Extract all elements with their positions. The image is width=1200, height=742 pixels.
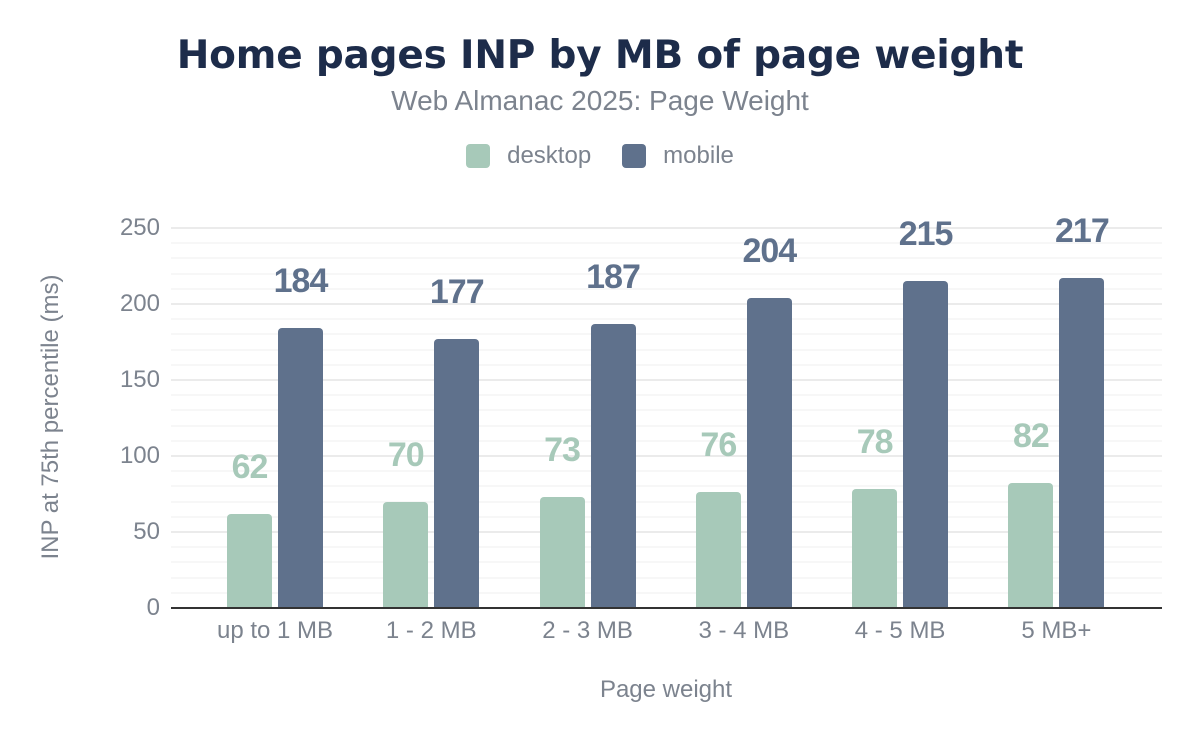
bar-value-label-mobile: 217	[1055, 212, 1110, 251]
gridline-minor	[171, 318, 1162, 321]
bar-desktop[interactable]	[1008, 483, 1054, 607]
gridline-minor	[171, 485, 1162, 488]
bar-desktop[interactable]	[227, 513, 272, 607]
gridline-minor	[171, 500, 1162, 503]
legend-label-desktop: desktop	[507, 142, 592, 169]
bar-mobile[interactable]	[278, 328, 323, 607]
bar-desktop[interactable]	[852, 489, 898, 607]
bar-desktop[interactable]	[383, 501, 429, 607]
gridline-minor	[171, 257, 1162, 260]
bar-value-label-desktop: 62	[231, 447, 269, 486]
gridline-minor	[171, 363, 1162, 366]
gridline-major	[171, 379, 1162, 381]
legend-label-mobile: mobile	[663, 142, 734, 169]
x-tick-label: 3 - 4 MB	[698, 617, 790, 644]
bar-value-label-mobile: 215	[898, 215, 954, 254]
bar-value-label-mobile: 184	[273, 262, 329, 301]
gridline-minor	[171, 409, 1162, 412]
y-tick-label: 100	[119, 442, 160, 469]
y-tick-label: 250	[119, 214, 160, 241]
legend-item-desktop[interactable]: desktop	[466, 144, 591, 168]
bar-value-label-desktop: 76	[700, 426, 737, 465]
gridline-minor	[171, 591, 1162, 594]
gridline-minor	[171, 515, 1162, 518]
gridline-major	[171, 303, 1162, 305]
legend-item-mobile[interactable]: mobile	[622, 144, 734, 168]
x-tick-label: up to 1 MB	[216, 617, 334, 644]
gridline-minor	[171, 546, 1162, 549]
gridline-minor	[171, 424, 1162, 427]
bar-mobile[interactable]	[434, 338, 480, 607]
bar-value-label-desktop: 82	[1012, 417, 1050, 456]
chart-title: Home pages INP by MB of page weight	[176, 33, 1024, 78]
bar-mobile[interactable]	[746, 297, 792, 607]
bar-value-label-desktop: 78	[856, 423, 894, 462]
x-tick-label: 4 - 5 MB	[854, 617, 946, 644]
gridline-major	[171, 455, 1162, 457]
x-tick-label: 1 - 2 MB	[385, 617, 477, 644]
x-tick-label: 5 MB+	[1021, 617, 1092, 644]
gridline-major	[171, 531, 1162, 533]
bar-mobile[interactable]	[1059, 278, 1105, 607]
legend: desktop mobile	[0, 144, 1200, 168]
bar-value-label-mobile: 177	[429, 272, 485, 311]
y-tick-label: 200	[119, 290, 160, 317]
gridline-minor	[171, 242, 1162, 245]
gridline-minor	[171, 394, 1162, 397]
y-tick-label: 150	[119, 366, 160, 393]
y-axis-title: INP at 75th percentile (ms)	[37, 274, 64, 560]
gridline-minor	[171, 272, 1162, 275]
x-tick-label: 2 - 3 MB	[542, 617, 633, 644]
gridline-minor	[171, 470, 1162, 473]
legend-swatch-mobile	[622, 144, 647, 168]
y-tick-label: 50	[133, 518, 160, 545]
bar-desktop[interactable]	[695, 492, 741, 607]
bar-mobile[interactable]	[590, 323, 636, 607]
gridline-minor	[171, 333, 1162, 336]
bar-value-label-desktop: 70	[387, 435, 425, 474]
x-axis-line	[171, 607, 1162, 609]
gridline-minor	[171, 561, 1162, 564]
bar-value-label-mobile: 187	[586, 257, 641, 296]
bar-desktop[interactable]	[539, 497, 585, 607]
gridline-minor	[171, 287, 1162, 290]
bar-mobile[interactable]	[903, 281, 949, 607]
chart-subtitle: Web Almanac 2025: Page Weight	[391, 85, 809, 116]
bar-value-label-desktop: 73	[544, 431, 581, 470]
x-axis-title: Page weight	[599, 676, 733, 703]
y-tick-label: 0	[146, 594, 160, 621]
gridline-minor	[171, 576, 1162, 579]
gridline-minor	[171, 348, 1162, 351]
gridline-minor	[171, 439, 1162, 442]
gridline-major	[171, 227, 1162, 229]
legend-swatch-desktop	[466, 144, 491, 168]
bar-value-label-mobile: 204	[742, 231, 797, 270]
